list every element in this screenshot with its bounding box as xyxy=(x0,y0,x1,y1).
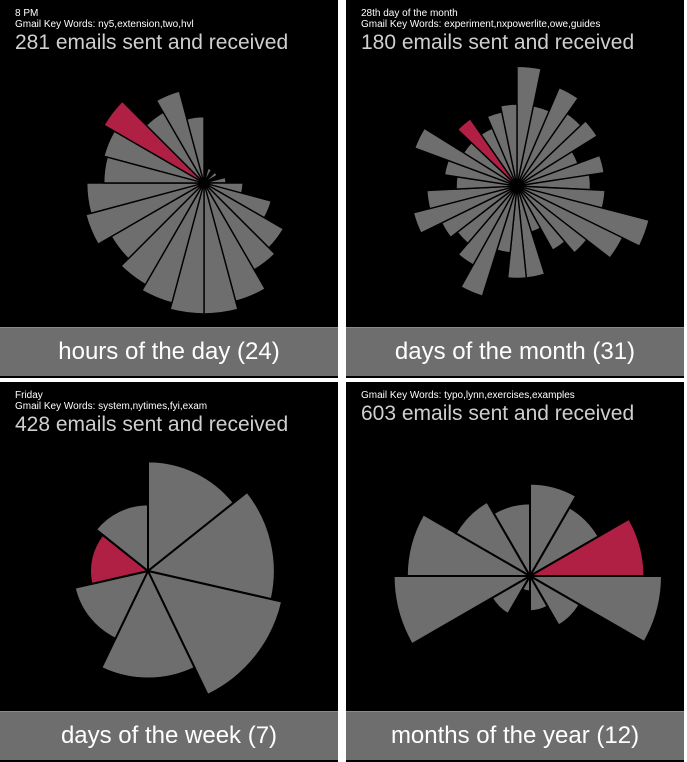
wedge-Oct xyxy=(405,513,534,577)
wedge-22 xyxy=(412,185,518,235)
email-count: 180 emails sent and received xyxy=(361,31,635,54)
rose-chart-hours xyxy=(84,90,285,315)
rose-chart-months xyxy=(392,482,664,646)
chart-keywords: Gmail Key Words: ny5,extension,two,hvl xyxy=(15,19,194,30)
chart-panel-month-days: 28th day of the month Gmail Key Words: e… xyxy=(346,0,684,378)
wedge-26 xyxy=(413,127,518,187)
chart-panel-hours: 8 PM Gmail Key Words: ny5,extension,two,… xyxy=(0,0,338,378)
chart-keywords: Gmail Key Words: system,nytimes,fyi,exam xyxy=(15,401,208,412)
wedge-Jun xyxy=(529,572,549,613)
wedge-16 xyxy=(506,185,528,280)
wedge-23 xyxy=(185,115,205,184)
panel-info: 28th day of the month Gmail Key Words: e… xyxy=(361,8,634,54)
chart-keywords: Gmail Key Words: experiment,nxpowerlite,… xyxy=(361,19,601,30)
chart-subtitle: 28th day of the month xyxy=(361,8,458,19)
wedge-13 xyxy=(516,185,566,252)
wedge-19 xyxy=(457,185,518,266)
email-count: 281 emails sent and received xyxy=(15,31,289,54)
chart-caption: hours of the day (24) xyxy=(0,327,338,376)
wedge-Jan xyxy=(529,482,578,580)
wedge-Apr xyxy=(526,575,664,644)
wedge-Sat xyxy=(94,503,149,574)
wedge-22 xyxy=(155,90,205,184)
wedge-31 xyxy=(499,103,518,187)
wedge-23 xyxy=(426,185,518,210)
wedge-10 xyxy=(516,185,650,248)
wedge-14 xyxy=(120,182,205,286)
email-count: 428 emails sent and received xyxy=(15,413,289,436)
chart-keywords: Gmail Key Words: typo,lynn,exercises,exa… xyxy=(361,390,575,401)
highlighted-wedge-Fri xyxy=(88,533,151,586)
wedge-5 xyxy=(516,119,599,187)
chart-subtitle: 8 PM xyxy=(15,8,39,19)
wedge-Wed xyxy=(100,568,196,680)
wedge-12 xyxy=(516,185,588,254)
email-count: 603 emails sent and received xyxy=(361,402,635,425)
chart-caption: months of the year (12) xyxy=(346,711,684,760)
wedge-Sun xyxy=(147,460,236,574)
wedge-Dec xyxy=(492,502,531,580)
highlighted-wedge-20 xyxy=(102,100,205,184)
wedge-13 xyxy=(140,182,205,304)
wedge-11 xyxy=(516,185,624,259)
rose-chart-month-days xyxy=(412,65,650,298)
chart-panel-week-days: Friday Gmail Key Words: system,nytimes,f… xyxy=(0,382,338,762)
wedge-Nov xyxy=(454,500,533,579)
wedge-May xyxy=(527,573,581,627)
wedge-Tue xyxy=(146,569,284,697)
wedge-Sep xyxy=(392,575,534,646)
wedge-Thu xyxy=(73,569,150,641)
chart-caption: days of the week (7) xyxy=(0,711,338,760)
highlighted-wedge-28 xyxy=(456,117,518,187)
panel-info: Gmail Key Words: typo,lynn,exercises,exa… xyxy=(361,390,634,425)
rose-chart-week-days xyxy=(73,460,284,697)
panel-info: Friday Gmail Key Words: system,nytimes,f… xyxy=(15,390,288,436)
wedge-3 xyxy=(516,86,580,187)
wedge-7 xyxy=(516,154,605,187)
wedge-Mon xyxy=(145,490,276,601)
wedge-17 xyxy=(85,182,205,215)
panel-info: 8 PM Gmail Key Words: ny5,extension,two,… xyxy=(15,8,288,54)
wedge-16 xyxy=(84,182,205,246)
chart-subtitle: Friday xyxy=(15,390,43,401)
chart-caption: days of the month (31) xyxy=(346,327,684,376)
chart-panel-months: Gmail Key Words: typo,lynn,exercises,exa… xyxy=(346,382,684,762)
wedge-18 xyxy=(459,185,518,298)
